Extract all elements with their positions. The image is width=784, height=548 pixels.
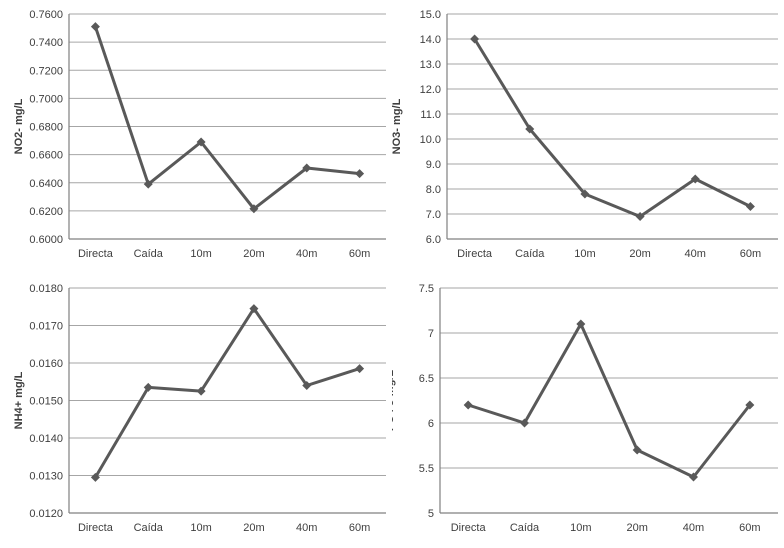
data-point-marker [196, 386, 206, 396]
series-line [466, 322, 752, 479]
x-category-label: 20m [243, 248, 264, 260]
data-point-marker [635, 212, 645, 221]
y-tick-label: 0.6400 [29, 178, 63, 190]
y-tick-label: 12.0 [420, 84, 441, 96]
y-tick-label: 0.0120 [29, 508, 63, 520]
x-category-label: 60m [349, 248, 370, 260]
series-line [93, 307, 362, 479]
x-category-label: 60m [349, 522, 370, 534]
y-tick-label: 15.0 [420, 9, 441, 21]
y-tick-label: 8.0 [426, 184, 441, 196]
chart-no3: 15.0 14.0 13.0 12.0 11.0 10.0 9.0 8.0 7.0 6.0 NO3-… [392, 0, 784, 274]
x-category-label: 40m [683, 522, 704, 534]
y-tick-label: 0.6800 [29, 122, 63, 134]
y-tick-label: 5 [428, 508, 434, 520]
x-category-label: Caída [134, 248, 164, 260]
y-tick-label: 0.7400 [29, 37, 63, 49]
x-category-label: 10m [570, 522, 591, 534]
y-tick-label: 13.0 [420, 59, 441, 71]
chart-no3-canvas: 15.0 14.0 13.0 12.0 11.0 10.0 9.0 8.0 7.0 6.0 NO3-… [392, 9, 778, 260]
y-tick-label: 14.0 [420, 34, 441, 46]
data-point-marker [302, 163, 312, 173]
y-axis-title: NH4+ mg/L [13, 371, 25, 429]
x-category-label: 40m [296, 248, 317, 260]
x-category-label: 10m [190, 522, 211, 534]
y-tick-label: 7.0 [426, 209, 441, 221]
data-point-marker [355, 364, 365, 374]
data-point-marker [90, 22, 100, 32]
data-point-marker [745, 400, 755, 410]
y-tick-label: 0.7200 [29, 65, 63, 77]
x-category-label: 40m [685, 248, 706, 260]
x-category-label: 60m [740, 248, 761, 260]
data-point-marker [632, 445, 642, 455]
data-point-marker [355, 169, 365, 179]
y-tick-label: 0.6600 [29, 150, 63, 162]
y-tick-label: 0.0180 [29, 283, 63, 295]
data-point-marker [690, 174, 700, 184]
chart-nh4: 0.0180 0.0170 0.0160 0.0150 0.0140 0.0130 0.01… [0, 274, 392, 548]
y-axis-title: NO3- mg/L [392, 98, 403, 154]
x-category-label: 10m [574, 248, 595, 260]
y-tick-label: 0.0130 [29, 471, 63, 483]
chart-nh4-canvas: 0.0180 0.0170 0.0160 0.0150 0.0140 0.0130 0.01… [13, 283, 386, 534]
x-category-label: Caída [515, 248, 545, 260]
y-tick-label: 0.0150 [29, 396, 63, 408]
chart-no2: 0.7600 0.7400 0.7200 0.7000 0.6800 0.6600 0.64… [0, 0, 392, 274]
y-tick-label: 0.6200 [29, 206, 63, 218]
y-tick-label: 0.6000 [29, 234, 63, 246]
data-point-marker [470, 34, 480, 44]
y-tick-label: 11.0 [420, 109, 441, 121]
y-tick-label: 0.0160 [29, 358, 63, 370]
x-category-label: 20m [626, 522, 647, 534]
chart-po4: 7.5 7 6.5 6 5.5 5 PO4 3-mg/L Directa Caída 10m 20m… [392, 274, 784, 548]
y-tick-label: 6 [428, 418, 434, 430]
y-tick-label: 6.5 [419, 373, 434, 385]
x-category-label: 10m [190, 248, 211, 260]
y-tick-label: 7.5 [419, 283, 434, 295]
y-tick-label: 0.7000 [29, 93, 63, 105]
x-category-label: Directa [457, 248, 493, 260]
x-category-label: 20m [243, 522, 264, 534]
x-category-label: Caída [134, 522, 164, 534]
y-axis-title: NO2- mg/L [13, 98, 25, 154]
y-tick-label: 0.0170 [29, 321, 63, 333]
data-point-marker [90, 472, 100, 482]
y-axis-title: PO4 3-mg/L [392, 370, 396, 431]
y-tick-label: 7 [428, 328, 434, 340]
y-tick-label: 10.0 [420, 134, 441, 146]
x-category-label: 20m [629, 248, 650, 260]
data-point-marker [580, 189, 590, 199]
data-point-marker [196, 137, 206, 147]
y-tick-label: 5.5 [419, 463, 434, 475]
data-point-marker [745, 202, 755, 211]
data-point-marker [525, 124, 535, 134]
x-category-label: Directa [78, 522, 114, 534]
y-tick-label: 9.0 [426, 159, 441, 171]
data-point-marker [689, 472, 698, 482]
x-category-label: Directa [451, 522, 487, 534]
data-point-marker [249, 204, 259, 214]
y-tick-label: 0.0140 [29, 433, 63, 445]
data-point-marker [143, 179, 153, 189]
data-point-marker [463, 400, 473, 410]
chart-no2-canvas: 0.7600 0.7400 0.7200 0.7000 0.6800 0.6600 0.64… [13, 9, 386, 260]
chart-po4-canvas: 7.5 7 6.5 6 5.5 5 PO4 3-mg/L Directa Caída 10m 20m… [392, 283, 778, 534]
data-point-marker [520, 418, 529, 428]
x-category-label: Directa [78, 248, 114, 260]
x-category-label: 60m [739, 522, 760, 534]
y-tick-label: 6.0 [426, 234, 441, 246]
x-category-label: Caída [510, 522, 540, 534]
series-line [93, 25, 362, 211]
data-point-marker [302, 381, 312, 390]
x-category-label: 40m [296, 522, 317, 534]
data-point-marker [576, 319, 586, 329]
data-point-marker [249, 304, 259, 314]
series-line [473, 37, 752, 218]
y-tick-label: 0.7600 [29, 9, 63, 21]
data-point-marker [143, 382, 153, 392]
